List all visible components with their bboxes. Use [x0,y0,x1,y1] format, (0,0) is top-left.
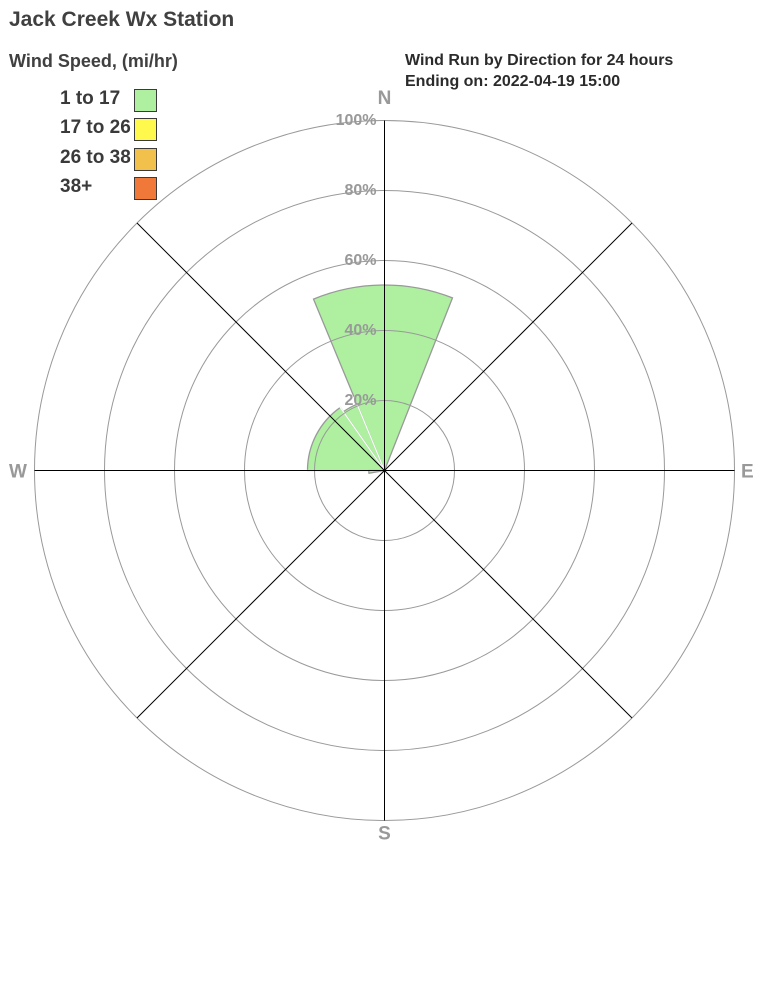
svg-text:100%: 100% [336,112,377,129]
svg-text:S: S [378,824,391,845]
svg-text:20%: 20% [344,392,376,409]
svg-text:60%: 60% [344,252,376,269]
svg-text:E: E [741,462,754,483]
svg-text:80%: 80% [344,182,376,199]
svg-text:40%: 40% [344,322,376,339]
svg-text:N: N [378,88,392,109]
svg-text:W: W [9,462,27,483]
